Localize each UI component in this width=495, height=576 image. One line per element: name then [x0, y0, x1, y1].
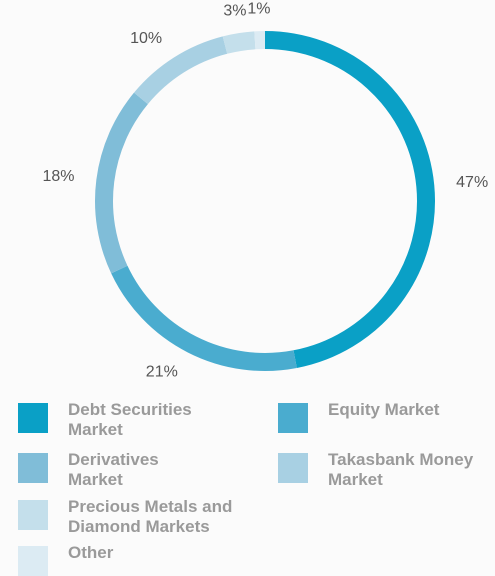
legend-item: Equity Market — [278, 403, 478, 433]
legend-item: Derivatives Market — [18, 453, 218, 490]
legend-label: Debt Securities Market — [68, 400, 218, 440]
legend-item: Precious Metals and Diamond Markets — [18, 500, 273, 537]
legend-swatch — [18, 546, 48, 576]
legend-label: Equity Market — [328, 400, 478, 420]
legend-swatch — [278, 403, 308, 433]
legend-item: Other — [18, 546, 218, 576]
legend-item: Takasbank Money Market — [278, 453, 478, 490]
legend-label: Other — [68, 543, 218, 563]
legend-swatch — [18, 453, 48, 483]
legend-label: Derivatives Market — [68, 450, 218, 490]
legend-swatch — [18, 500, 48, 530]
legend-swatch — [278, 453, 308, 483]
legend-label: Precious Metals and Diamond Markets — [68, 497, 273, 537]
legend-swatch — [18, 403, 48, 433]
legend-item: Debt Securities Market — [18, 403, 218, 440]
legend-label: Takasbank Money Market — [328, 450, 478, 490]
